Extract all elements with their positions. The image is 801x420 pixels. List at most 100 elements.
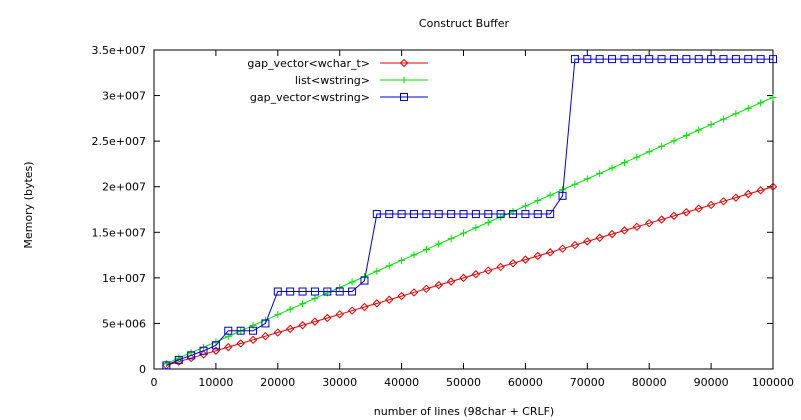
data-point [508,259,518,268]
data-point [348,287,357,296]
data-point [731,55,740,64]
data-point [583,175,591,183]
data-point [484,218,492,226]
y-tick-label: 5e+006 [102,317,146,330]
data-point [385,295,394,304]
x-tick-label: 30000 [322,376,357,389]
data-point [645,148,653,156]
data-point [694,55,703,64]
data-point [249,322,257,330]
data-point [211,346,221,355]
data-point [286,305,294,313]
data-point [546,210,555,219]
data-point [446,277,456,286]
data-point [496,262,505,272]
x-tick-label: 60000 [508,376,543,389]
legend-label: gap_vector<wchar_t> [247,57,370,70]
data-point [323,313,332,323]
y-axis-label: Memory (bytes) [22,161,35,248]
data-point [657,55,666,64]
data-point [347,306,357,315]
y-tick-label: 2.5e+007 [92,135,146,148]
data-point [644,218,654,228]
data-point [398,256,406,264]
series-group [162,55,778,370]
data-point [558,244,567,253]
series-line [166,186,774,366]
data-point [496,210,505,219]
data-point [545,248,555,257]
data-point [335,310,344,319]
data-point [570,55,579,64]
data-point [620,159,628,167]
data-point [224,326,233,335]
data-point [211,341,220,350]
data-point [472,224,480,232]
data-point [434,210,443,219]
data-point [632,222,642,232]
data-point [731,193,741,202]
chart-title: Construct Buffer [419,17,510,30]
data-point [645,55,654,64]
legend: gap_vector<wchar_t> list<wstring> gap_vect… [247,57,428,104]
data-point [409,210,418,219]
series-line [166,58,773,366]
data-point [397,210,406,219]
series-list-wstring [162,93,777,368]
data-point [422,284,431,294]
x-tick-label: 70000 [570,376,605,389]
data-point [682,55,691,64]
x-tick-label: 100000 [752,376,794,389]
data-point [187,351,196,360]
legend-label: gap_vector<wstring> [250,91,370,104]
x-tick-label: 20000 [260,376,295,389]
data-point [670,137,678,145]
data-point [249,326,258,335]
data-point [707,121,715,129]
series-gap-vector-wstring [162,55,777,370]
data-point [261,331,270,341]
data-point [583,55,592,64]
legend-label: list<wstring> [295,74,370,87]
y-tick-label: 1.5e+007 [92,226,146,239]
data-point [682,208,691,217]
data-point [546,191,554,199]
data-point [694,204,703,213]
data-point [447,210,456,219]
data-point [484,210,493,219]
data-point [570,240,580,250]
data-point [400,93,408,101]
series-gap-vector-wchar-t [162,182,778,370]
data-point [399,58,409,68]
data-point [757,99,765,107]
data-point [533,210,542,219]
x-tick-label: 40000 [384,376,419,389]
data-point [373,267,381,275]
data-point [521,202,529,210]
x-tick-label: 10000 [198,376,233,389]
data-point [335,287,344,296]
data-point [595,233,604,242]
data-point [632,55,641,64]
data-point [323,287,332,296]
data-point [768,182,778,191]
data-point [261,319,270,328]
data-point [695,126,703,134]
data-point [608,164,616,172]
data-point [471,210,480,219]
data-point [558,191,567,200]
plot-frame [153,49,774,370]
data-point [533,251,542,261]
data-point [447,235,455,243]
y-tick-label: 3e+007 [102,90,146,103]
data-point [669,211,679,221]
data-point [460,229,467,237]
data-point [744,189,753,199]
data-point [596,169,604,177]
data-point [385,262,393,270]
data-point [719,115,727,123]
data-point [658,142,666,150]
data-point [744,104,752,112]
data-point [174,355,183,364]
data-point [298,287,307,296]
